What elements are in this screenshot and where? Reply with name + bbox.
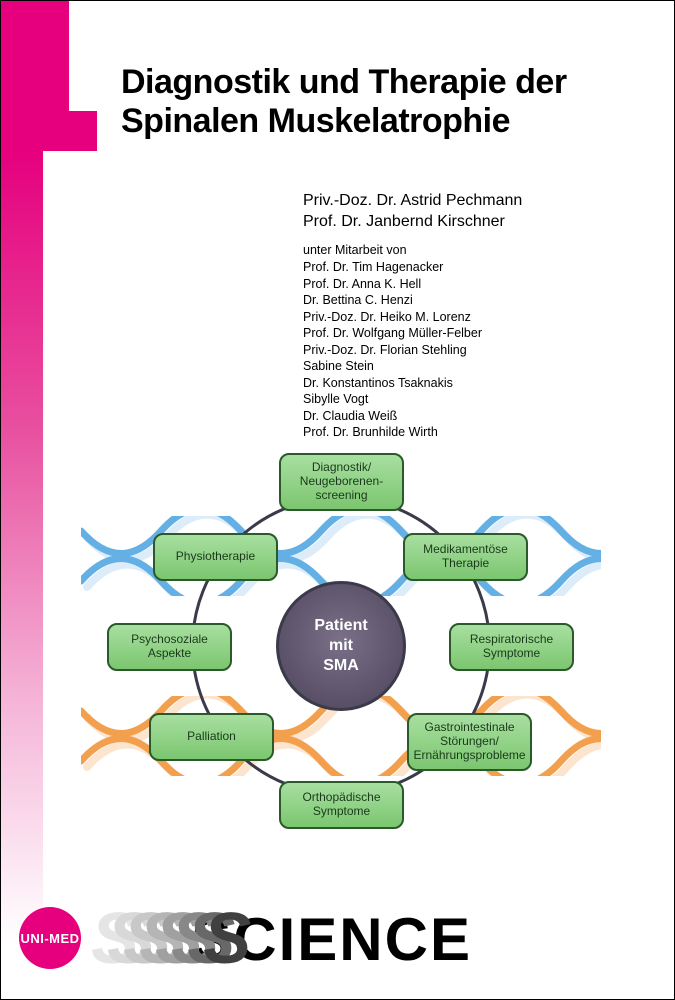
sma-diagram: PatientmitSMA Diagnostik/Neugeborenen-sc… (61, 461, 621, 841)
contributor: Dr. Claudia Weiß (303, 408, 482, 425)
main-authors: Priv.-Doz. Dr. Astrid Pechmann Prof. Dr.… (303, 191, 522, 233)
title-line-1: Diagnostik und Therapie der (121, 63, 567, 102)
science-footer: SSSSSSSS SCIENCE (91, 899, 472, 979)
book-title: Diagnostik und Therapie der Spinalen Mus… (121, 63, 567, 141)
node-diagnostik: Diagnostik/Neugeborenen-screening (279, 453, 404, 511)
contributor: Dr. Konstantinos Tsaknakis (303, 375, 482, 392)
node-label: GastrointestinaleStörungen/Ernährungspro… (413, 721, 525, 762)
s-letter-icon: S (203, 898, 251, 980)
contributor: Prof. Dr. Brunhilde Wirth (303, 424, 482, 441)
title-line-2: Spinalen Muskelatrophie (121, 102, 567, 141)
node-medikamentoese: MedikamentöseTherapie (403, 533, 528, 581)
node-label: Physiotherapie (176, 550, 255, 564)
contributor: Prof. Dr. Wolfgang Müller-Felber (303, 325, 482, 342)
node-palliation: Palliation (149, 713, 274, 761)
uni-med-badge: UNI-MED (19, 907, 81, 969)
node-physiotherapie: Physiotherapie (153, 533, 278, 581)
contributor: Sabine Stein (303, 358, 482, 375)
contributors-list: Prof. Dr. Tim Hagenacker Prof. Dr. Anna … (303, 259, 482, 441)
author-1: Priv.-Doz. Dr. Astrid Pechmann (303, 191, 522, 212)
node-psychosozial: PsychosozialeAspekte (107, 623, 232, 671)
node-label: OrthopädischeSymptome (302, 791, 380, 819)
center-label: PatientmitSMA (314, 616, 367, 676)
node-gastrointestinal: GastrointestinaleStörungen/Ernährungspro… (407, 713, 532, 771)
node-label: Diagnostik/Neugeborenen-screening (300, 461, 383, 502)
author-2: Prof. Dr. Janbernd Kirschner (303, 212, 522, 233)
contributor: Sibylle Vogt (303, 391, 482, 408)
contributor: Priv.-Doz. Dr. Heiko M. Lorenz (303, 309, 482, 326)
node-label: MedikamentöseTherapie (423, 543, 508, 571)
diagram-center: PatientmitSMA (276, 581, 406, 711)
node-label: Palliation (187, 730, 236, 744)
node-label: PsychosozialeAspekte (131, 633, 208, 661)
contributor: Priv.-Doz. Dr. Florian Stehling (303, 342, 482, 359)
contributor: Prof. Dr. Tim Hagenacker (303, 259, 482, 276)
pink-bar-cross (1, 111, 97, 151)
contributors-label: unter Mitarbeit von (303, 243, 407, 257)
s-chain: SSSSSSSS (91, 898, 219, 980)
pink-bar-top (1, 1, 69, 111)
badge-text: UNI-MED (20, 931, 79, 946)
node-orthopaedisch: OrthopädischeSymptome (279, 781, 404, 829)
pink-bar-gradient (1, 151, 43, 941)
contributor: Dr. Bettina C. Henzi (303, 292, 482, 309)
contributor: Prof. Dr. Anna K. Hell (303, 276, 482, 293)
node-respiratorisch: RespiratorischeSymptome (449, 623, 574, 671)
node-label: RespiratorischeSymptome (470, 633, 553, 661)
